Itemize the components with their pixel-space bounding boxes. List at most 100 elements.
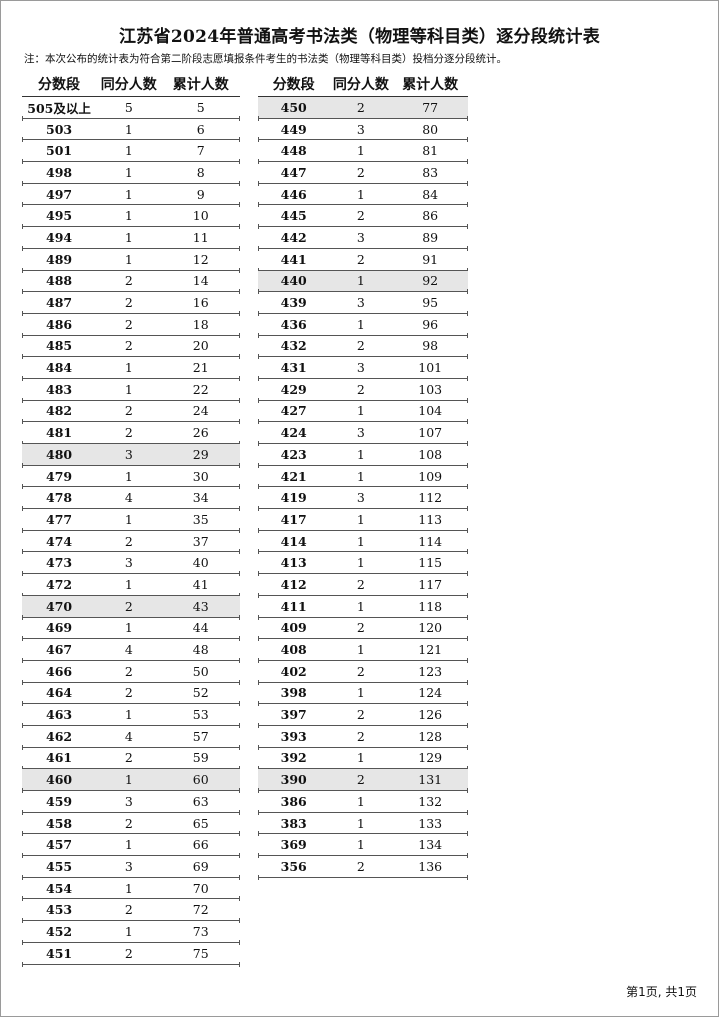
score-cell: 413 (280, 555, 307, 571)
score-cell: 494 (46, 229, 73, 245)
score-cell: 464 (46, 685, 73, 701)
same-count-cell: 3 (124, 555, 133, 571)
same-count-cell: 1 (124, 880, 133, 896)
score-cell: 411 (280, 598, 307, 614)
table-row: 501 1 7 (22, 140, 240, 164)
table-row: 466 2 50 (22, 661, 240, 685)
table-row: 479 1 30 (22, 466, 240, 490)
table-row: 369 1 134 (258, 834, 468, 858)
table-row: 449 3 80 (258, 119, 468, 143)
score-cell: 436 (280, 316, 307, 332)
score-cell: 446 (280, 186, 307, 202)
table-row: 431 3 101 (258, 357, 468, 381)
cumulative-cell: 91 (422, 251, 439, 267)
same-count-cell: 2 (356, 381, 365, 397)
table-row: 412 2 117 (258, 574, 468, 598)
score-cell: 439 (280, 295, 307, 311)
same-count-cell: 1 (124, 164, 133, 180)
table-row: 408 1 121 (258, 639, 468, 663)
cumulative-cell: 117 (418, 576, 443, 592)
same-count-cell: 2 (356, 164, 365, 180)
cumulative-cell: 101 (418, 360, 443, 376)
score-cell: 449 (280, 121, 307, 137)
cumulative-cell: 98 (422, 338, 439, 354)
same-count-cell: 3 (356, 360, 365, 376)
cumulative-cell: 59 (192, 750, 209, 766)
score-cell: 463 (46, 707, 73, 723)
score-cell: 356 (280, 858, 307, 874)
same-count-cell: 1 (124, 576, 133, 592)
table-body: 450 2 77 449 3 80 448 1 81 447 2 83 446 1 84 445 2 86 442 3… (258, 97, 468, 880)
cumulative-cell: 6 (196, 121, 205, 137)
cumulative-cell: 114 (418, 533, 443, 549)
same-count-cell: 2 (124, 273, 133, 289)
page-title: 江苏省2024年普通高考书法类（物理等科目类）逐分段统计表 (118, 27, 600, 47)
header-cumulative: 累计人数 (402, 77, 459, 93)
table-row: 429 2 103 (258, 379, 468, 403)
score-cell: 505及以上 (27, 100, 91, 116)
same-count-cell: 2 (356, 338, 365, 354)
cumulative-cell: 95 (422, 295, 439, 311)
same-count-cell: 2 (124, 663, 133, 679)
same-count-cell: 1 (356, 750, 365, 766)
score-cell: 402 (280, 663, 307, 679)
score-cell: 419 (280, 490, 307, 506)
score-cell: 501 (46, 143, 73, 159)
table-row: 451 2 75 (22, 943, 240, 967)
table-row: 398 1 124 (258, 683, 468, 706)
same-count-cell: 1 (356, 815, 365, 831)
cumulative-cell: 131 (418, 772, 443, 788)
table-row: 441 2 91 (258, 249, 468, 273)
same-count-cell: 3 (356, 295, 365, 311)
score-cell: 431 (280, 360, 307, 376)
score-cell: 424 (280, 425, 307, 441)
table-row: 484 1 21 (22, 357, 240, 381)
cumulative-cell: 9 (196, 186, 205, 202)
same-count-cell: 2 (356, 728, 365, 744)
score-cell: 397 (280, 707, 307, 723)
table-row: 442 3 89 (258, 227, 468, 251)
cumulative-cell: 132 (418, 793, 443, 809)
same-count-cell: 2 (124, 533, 133, 549)
table-row: 440 1 92 (258, 270, 468, 294)
score-cell: 427 (280, 403, 307, 419)
score-cell: 487 (46, 295, 73, 311)
score-cell: 450 (280, 99, 307, 115)
table-row: 390 2 131 (258, 769, 468, 793)
cumulative-cell: 108 (418, 446, 443, 462)
table-row: 417 1 113 (258, 509, 468, 533)
table-row: 487 2 16 (22, 292, 240, 316)
cumulative-cell: 121 (418, 642, 443, 658)
table-row: 447 2 83 (258, 162, 468, 186)
same-count-cell: 1 (356, 555, 365, 571)
table-row: 393 2 128 (258, 726, 468, 750)
same-count-cell: 1 (124, 208, 133, 224)
score-cell: 390 (280, 772, 307, 788)
same-count-cell: 2 (124, 295, 133, 311)
cumulative-cell: 73 (192, 923, 209, 939)
table-row: 413 1 115 (258, 552, 468, 576)
cumulative-cell: 11 (192, 229, 209, 245)
score-cell: 461 (46, 750, 73, 766)
table-row: 459 3 63 (22, 791, 240, 815)
table-row: 469 1 44 (22, 618, 240, 641)
cumulative-cell: 120 (418, 620, 443, 636)
table-row: 486 2 18 (22, 314, 240, 338)
table-row: 421 1 109 (258, 466, 468, 490)
cumulative-cell: 8 (196, 164, 205, 180)
same-count-cell: 2 (356, 99, 365, 115)
cumulative-cell: 123 (418, 663, 443, 679)
cumulative-cell: 113 (418, 511, 443, 527)
cumulative-cell: 44 (192, 620, 209, 636)
cumulative-cell: 124 (418, 685, 443, 701)
table-row: 446 1 84 (258, 184, 468, 208)
table-row: 497 1 9 (22, 184, 240, 208)
cumulative-cell: 115 (418, 555, 443, 571)
same-count-cell: 1 (124, 143, 133, 159)
table-row: 462 4 57 (22, 726, 240, 750)
cumulative-cell: 50 (192, 663, 209, 679)
cumulative-cell: 41 (192, 576, 209, 592)
same-count-cell: 1 (124, 186, 133, 202)
same-count-cell: 2 (124, 338, 133, 354)
score-cell: 478 (46, 490, 73, 506)
